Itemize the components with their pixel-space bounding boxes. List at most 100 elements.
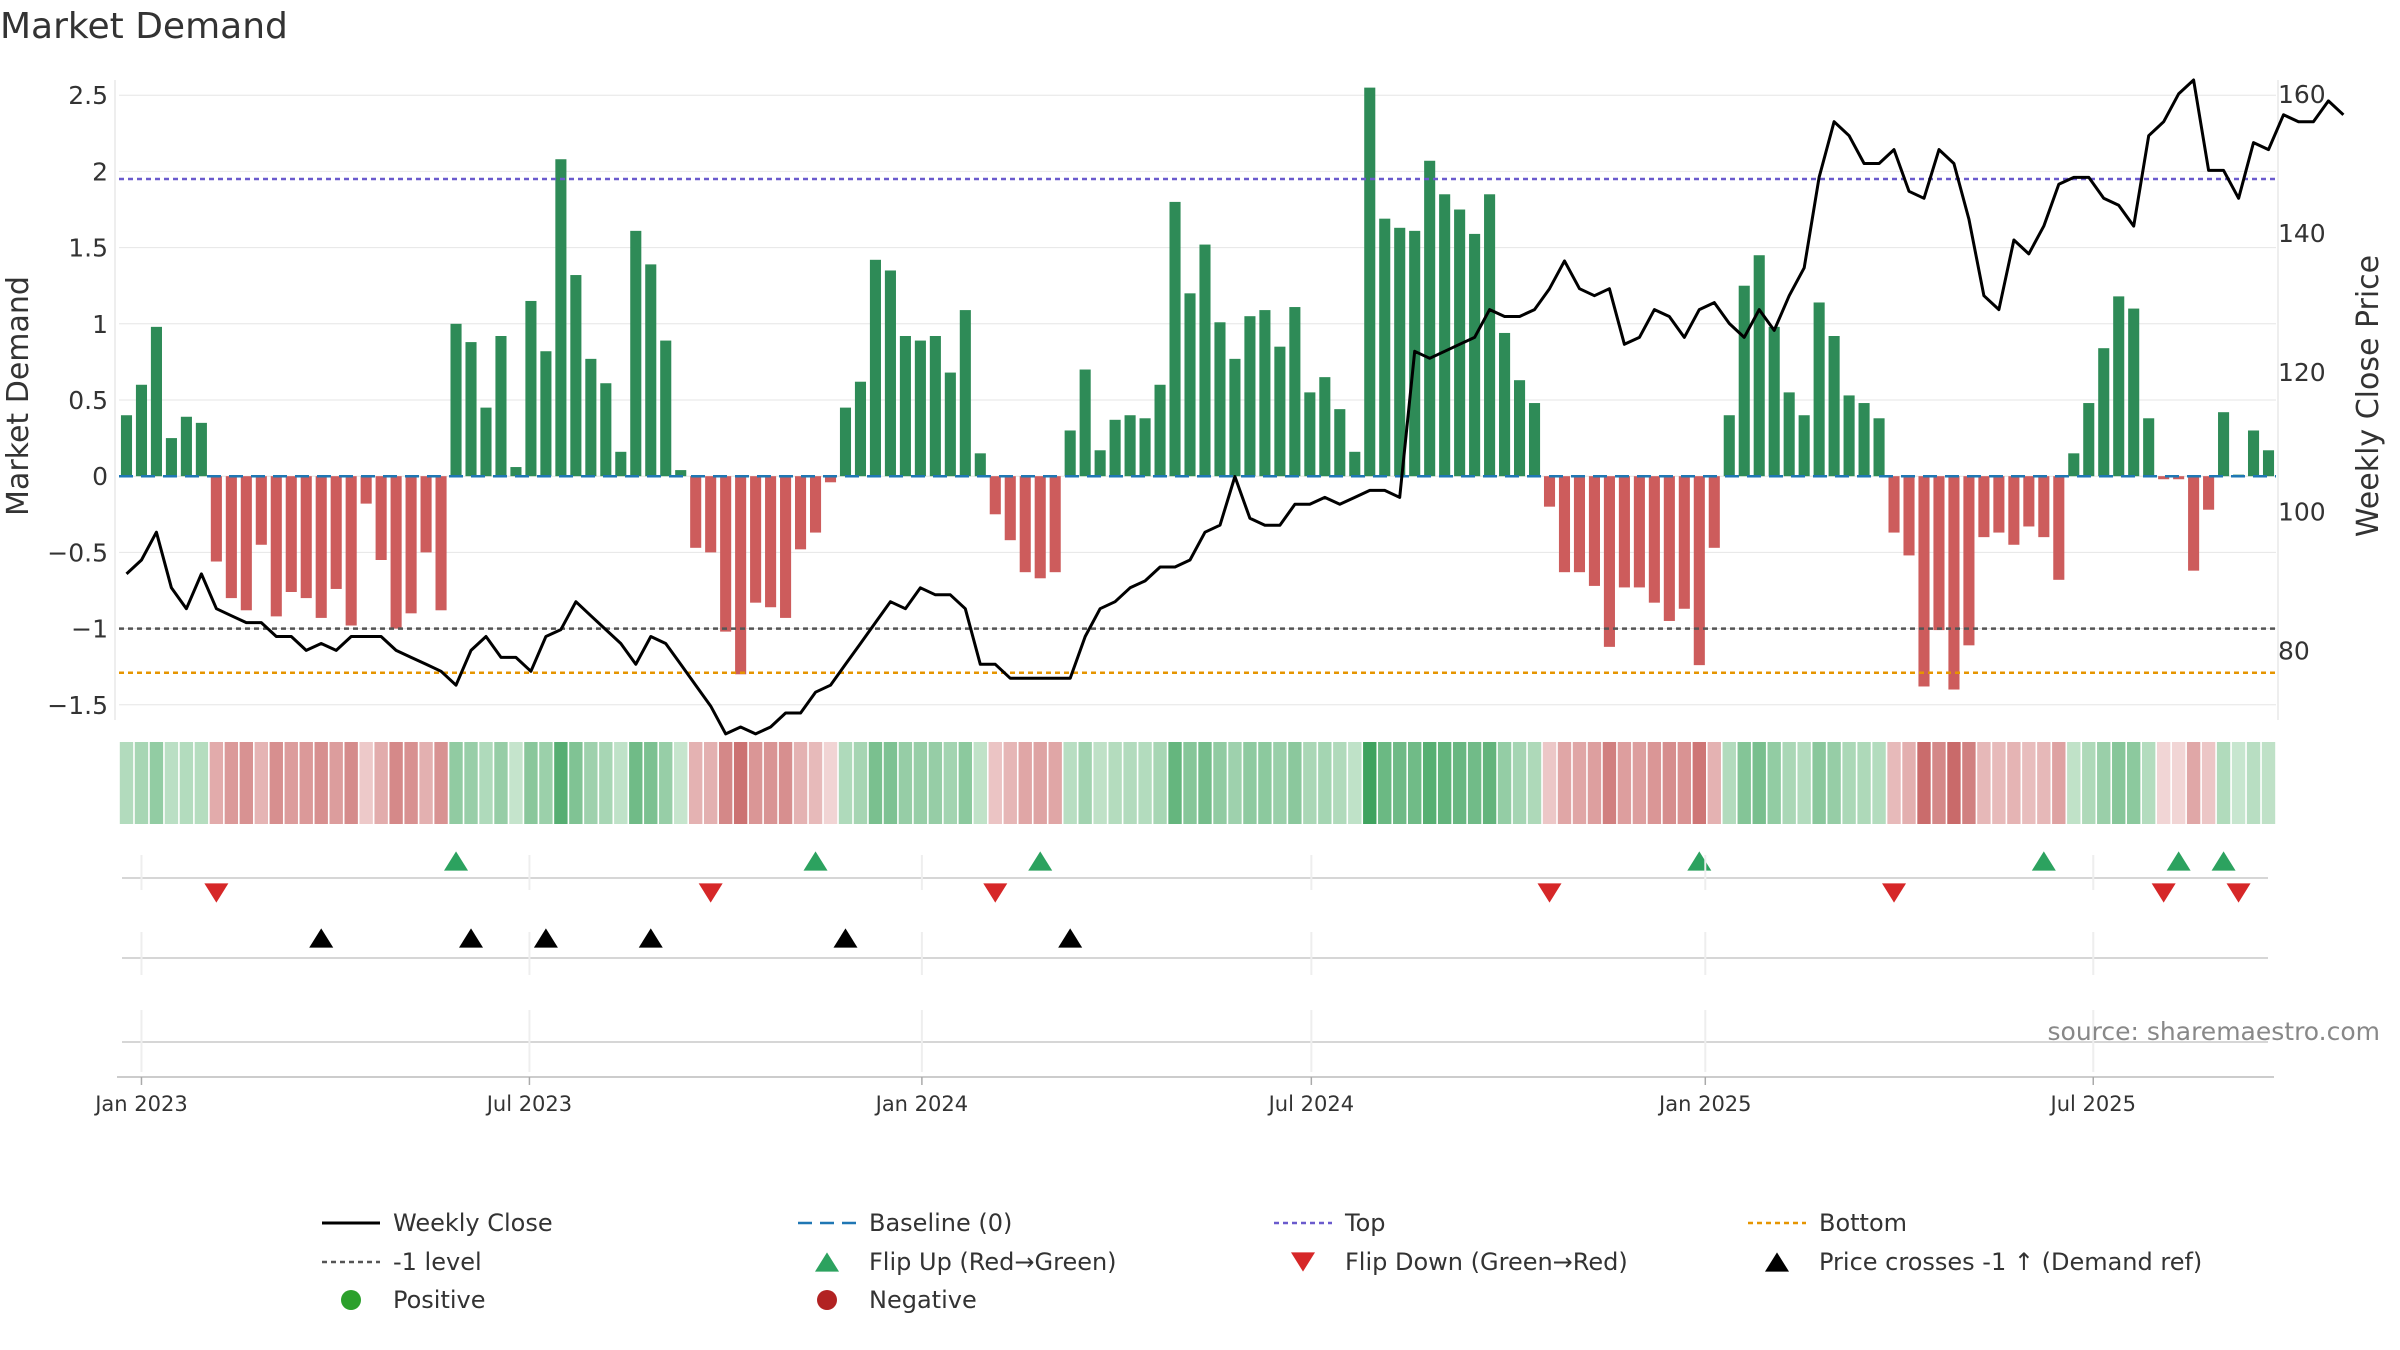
demand-bar [1768,326,1780,477]
demand-bar [2173,476,2185,480]
demand-bar [195,422,207,477]
demand-bar [899,336,911,477]
demand-bar [1079,369,1091,477]
demand-bar [480,407,492,477]
heat-cell [1093,742,1107,824]
demand-bar [1543,476,1556,507]
heat-cell [1318,742,1332,824]
x-tick-label: Jul 2024 [1267,1092,1354,1116]
heat-cell [299,742,313,824]
heat-cell [703,742,718,824]
demand-bar [989,476,1001,515]
demand-bar [750,476,762,603]
demand-bar [1918,476,1930,687]
heat-cell [179,742,194,824]
demand-bar [1963,476,1975,646]
demand-bar [1274,346,1286,477]
legend-label: Positive [393,1286,486,1314]
heat-cell [644,742,658,824]
heat-cell [659,742,673,824]
demand-bar [944,372,956,477]
heat-cell [2112,742,2126,824]
heat-cell [1288,742,1302,824]
heat-cell [1452,742,1467,824]
y-tick-label: 0.5 [68,386,108,415]
demand-bar [959,310,971,477]
demand-bar [1124,415,1136,477]
heat-cell [1393,742,1407,824]
price-cross-marker [459,928,484,948]
heat-cell [2186,742,2201,824]
demand-bar [2262,450,2275,477]
heat-cell [2201,742,2216,824]
heat-cell [569,742,583,824]
heat-cell [1872,742,1886,824]
demand-bar [2143,418,2155,477]
demand-bar [705,476,717,553]
demand-bar [435,476,447,611]
heat-cell [1887,742,1901,824]
heat-cell [1692,742,1706,824]
demand-bar [1394,227,1406,477]
demand-bar [1573,476,1586,573]
heat-cell [2156,742,2171,824]
y-tick-label: 0 [92,462,108,491]
heat-cell [1632,742,1647,824]
demand-bar [1738,285,1750,477]
heat-cell [973,742,987,824]
legend-symbol [815,1252,839,1272]
legend-label: -1 level [393,1248,482,1276]
x-tick-label: Jul 2023 [485,1092,572,1116]
heat-cell [134,742,149,824]
demand-bar [765,476,777,608]
heat-cell [1782,742,1796,824]
demand-bar [1678,476,1690,609]
demand-bar [1798,415,1810,477]
y2-tick-label: 120 [2278,358,2326,387]
demand-bar [645,264,657,477]
demand-bar [375,476,387,560]
heat-cell [1018,742,1032,824]
heat-cell [838,742,853,824]
demand-bar [2023,476,2035,527]
heat-cell [1243,742,1257,824]
heat-cell [1962,742,1976,824]
demand-bar [1229,358,1241,477]
legend-label: Top [1344,1209,1386,1237]
demand-bar [1514,380,1526,477]
heat-cell [1557,742,1572,824]
heat-cell [943,742,958,824]
demand-bar [1903,476,1915,556]
demand-bar [1349,451,1361,477]
heat-cell [239,742,254,824]
heat-cell [1617,742,1632,824]
heat-cell [2067,742,2081,824]
demand-bar [1499,332,1511,477]
heat-cell [314,742,328,824]
heat-cell [374,742,388,824]
demand-bar [1993,476,2005,533]
legend-symbol [1291,1252,1315,1272]
heat-cell [1153,742,1167,824]
heat-cell [748,742,763,824]
heat-cell [1842,742,1856,824]
demand-bar [120,415,133,477]
heat-cell [1198,742,1212,824]
demand-bar [525,300,537,477]
weekly-close-line [125,78,2345,736]
heat-cell [2022,742,2036,824]
heat-cell [629,742,643,824]
heat-cell [389,742,403,824]
demand-bar [1813,302,1825,477]
demand-bar [420,476,432,553]
x-tick-label: Jul 2025 [2049,1092,2136,1116]
y2-tick-label: 100 [2278,497,2326,526]
demand-bar [360,476,372,504]
legend-label: Flip Down (Green→Red) [1345,1248,1628,1276]
heat-cell [1422,742,1437,824]
heat-cell [344,742,358,824]
heat-cell [2127,742,2141,824]
demand-bar [1154,384,1166,477]
demand-bar [1244,316,1256,477]
heat-cell [494,742,508,824]
